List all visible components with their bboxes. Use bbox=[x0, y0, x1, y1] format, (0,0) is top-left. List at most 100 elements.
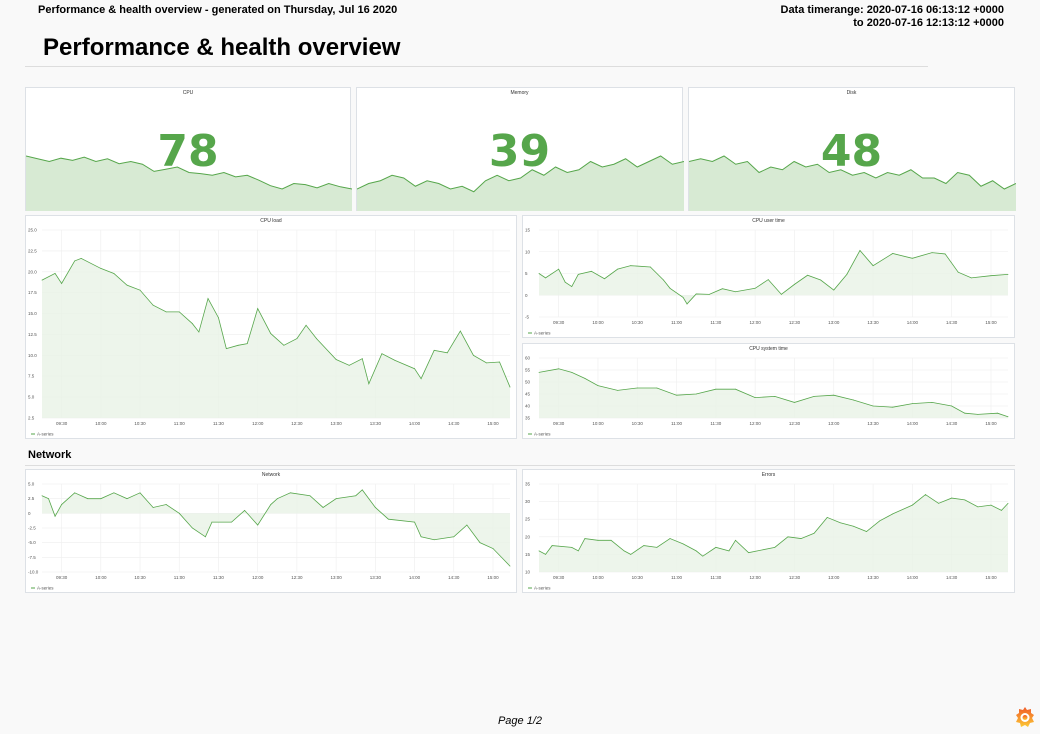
data-point bbox=[355, 495, 357, 497]
y-tick-label: -10.0 bbox=[28, 570, 39, 575]
data-point bbox=[270, 333, 272, 335]
x-tick-label: 10:00 bbox=[95, 421, 107, 426]
data-point bbox=[48, 498, 49, 500]
y-tick-label: 60 bbox=[525, 356, 531, 361]
sparkline bbox=[357, 155, 684, 211]
x-tick-label: 13:00 bbox=[828, 575, 840, 580]
data-point bbox=[872, 405, 874, 407]
data-point bbox=[270, 504, 272, 505]
data-point bbox=[257, 308, 259, 309]
data-point bbox=[100, 268, 102, 269]
data-point bbox=[459, 330, 461, 332]
x-tick-label: 13:30 bbox=[370, 575, 382, 580]
data-point bbox=[686, 303, 688, 305]
data-point bbox=[728, 550, 730, 552]
data-point bbox=[433, 539, 435, 541]
data-point bbox=[381, 353, 383, 355]
data-point bbox=[472, 354, 474, 356]
x-tick-label: 14:00 bbox=[409, 575, 421, 580]
data-point bbox=[695, 293, 697, 295]
chart: -5 0 5 10 15 09:30 10:00 10:30 11:00 11:30 12:00 12… bbox=[525, 228, 1009, 336]
data-point bbox=[316, 338, 317, 340]
data-point bbox=[853, 399, 854, 401]
y-tick-label: 2.5 bbox=[28, 496, 35, 501]
data-point bbox=[205, 536, 206, 538]
data-point bbox=[368, 383, 370, 385]
row-title-network[interactable]: Network bbox=[28, 449, 72, 461]
x-tick-label: 14:30 bbox=[448, 575, 460, 580]
data-point bbox=[682, 543, 684, 545]
data-point bbox=[794, 402, 795, 403]
data-point bbox=[839, 522, 841, 524]
x-tick-label: 09:30 bbox=[56, 421, 68, 426]
y-tick-label: -2.5 bbox=[28, 526, 36, 531]
x-tick-label: 12:00 bbox=[750, 421, 762, 426]
data-point bbox=[964, 412, 966, 414]
data-point bbox=[813, 532, 815, 534]
data-point bbox=[152, 304, 154, 306]
data-point bbox=[951, 405, 953, 407]
y-tick-label: 25 bbox=[525, 517, 531, 522]
data-point bbox=[911, 403, 913, 404]
data-point bbox=[165, 311, 167, 313]
data-point bbox=[283, 344, 285, 346]
data-point bbox=[754, 397, 756, 398]
y-tick-label: 25.0 bbox=[28, 228, 37, 233]
data-point bbox=[911, 504, 913, 506]
x-tick-label: 10:00 bbox=[592, 575, 604, 580]
panel-title: CPU system time bbox=[749, 346, 788, 352]
data-point bbox=[669, 538, 671, 539]
panel-title: CPU load bbox=[260, 218, 282, 224]
y-tick-label: 15 bbox=[525, 228, 531, 233]
series-area bbox=[539, 494, 1008, 572]
legend-label: A-series bbox=[534, 331, 551, 336]
data-point bbox=[774, 546, 776, 548]
x-tick-label: 13:00 bbox=[828, 421, 840, 426]
y-tick-label: 50 bbox=[525, 380, 531, 385]
y-tick-label: 0 bbox=[28, 511, 31, 516]
data-point bbox=[41, 495, 43, 497]
y-tick-label: -5.0 bbox=[28, 540, 36, 545]
y-tick-label: -5 bbox=[525, 315, 529, 320]
legend-label: A-series bbox=[534, 432, 551, 437]
data-point bbox=[335, 498, 337, 500]
x-tick-label: 12:30 bbox=[789, 421, 801, 426]
title-divider bbox=[25, 66, 928, 67]
x-tick-label: 10:00 bbox=[95, 575, 107, 580]
y-tick-label: 45 bbox=[525, 392, 531, 397]
data-point bbox=[538, 550, 540, 552]
data-point bbox=[348, 364, 350, 366]
x-tick-label: 10:30 bbox=[134, 421, 146, 426]
data-point bbox=[1001, 510, 1002, 511]
data-point bbox=[225, 348, 227, 350]
y-tick-label: -7.5 bbox=[28, 555, 36, 560]
data-point bbox=[957, 271, 959, 273]
sparkline bbox=[26, 155, 352, 211]
y-tick-label: 15 bbox=[525, 552, 531, 557]
series-area bbox=[539, 250, 1008, 304]
data-point bbox=[826, 517, 828, 518]
x-tick-label: 12:00 bbox=[252, 421, 264, 426]
data-point bbox=[656, 546, 658, 548]
data-point bbox=[669, 287, 671, 289]
data-point bbox=[335, 359, 337, 360]
data-point bbox=[558, 268, 560, 270]
timerange-to: to 2020-07-16 12:13:12 +0000 bbox=[853, 17, 1004, 29]
data-point bbox=[813, 396, 815, 397]
stat-panel-cpu: CPU 78 bbox=[25, 87, 352, 211]
x-tick-label: 12:30 bbox=[789, 320, 801, 325]
sparkline-line bbox=[357, 155, 684, 193]
data-point bbox=[237, 344, 239, 346]
x-tick-label: 14:30 bbox=[448, 421, 460, 426]
data-point bbox=[990, 275, 992, 277]
data-point bbox=[931, 252, 933, 254]
data-point bbox=[820, 279, 822, 281]
data-point bbox=[656, 387, 658, 389]
data-point bbox=[100, 498, 102, 500]
data-point bbox=[244, 510, 246, 511]
data-point bbox=[74, 260, 76, 262]
panel-title: Disk bbox=[846, 90, 857, 96]
data-point bbox=[420, 378, 422, 380]
data-point bbox=[74, 492, 76, 494]
data-point bbox=[414, 521, 415, 523]
